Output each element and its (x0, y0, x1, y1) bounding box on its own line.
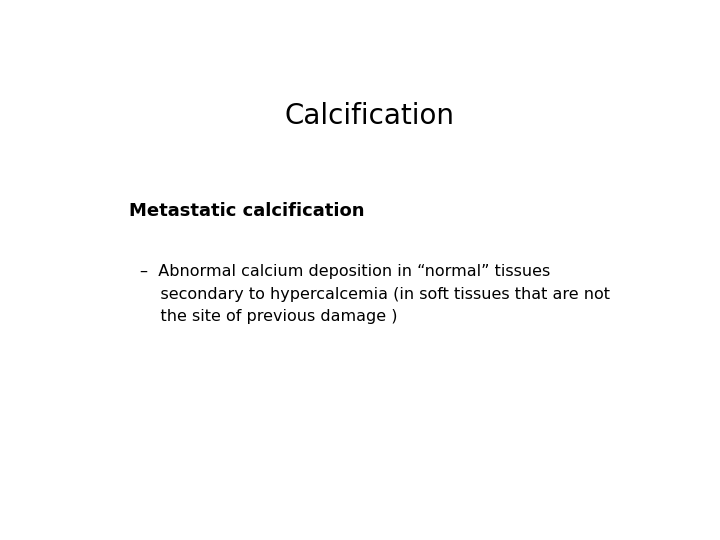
Text: –  Abnormal calcium deposition in “normal” tissues
    secondary to hypercalcemi: – Abnormal calcium deposition in “normal… (140, 265, 611, 324)
Text: Calcification: Calcification (284, 102, 454, 130)
Text: Metastatic calcification: Metastatic calcification (129, 202, 364, 220)
